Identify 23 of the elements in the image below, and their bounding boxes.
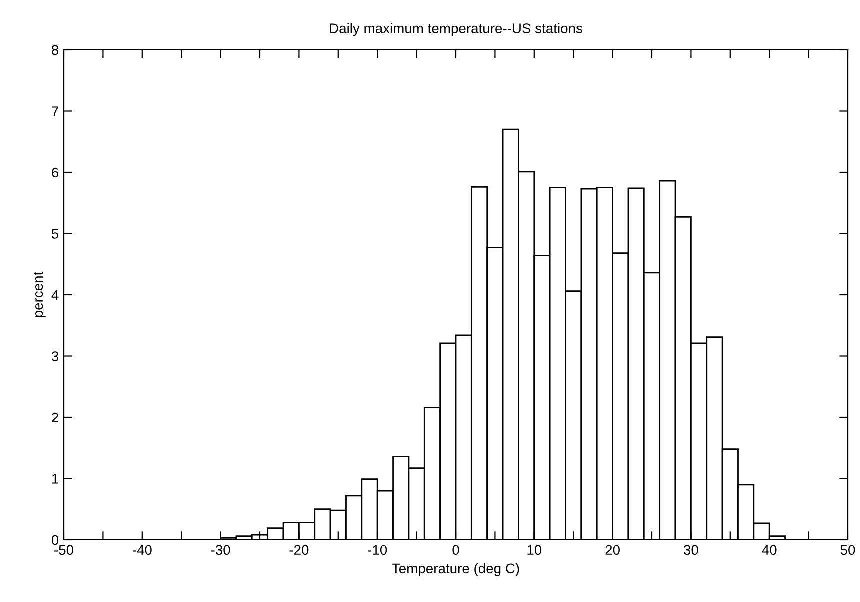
y-tick-label: 0 (52, 535, 59, 546)
x-tick-label: 30 (684, 545, 698, 556)
y-tick-label: 1 (52, 474, 58, 484)
y-tick-label: 6 (52, 168, 59, 178)
x-tick-label: -20 (290, 545, 309, 556)
x-tick-label: -40 (132, 545, 152, 556)
x-tick-label: 20 (606, 545, 620, 556)
chart-title: Daily maximum temperature--US stations (330, 23, 582, 36)
y-tick-label: 5 (52, 229, 59, 239)
x-tick-label: 40 (762, 545, 777, 556)
x-tick-label: -10 (368, 545, 388, 556)
y-tick-label: 3 (52, 352, 59, 362)
y-tick-label: 7 (52, 106, 58, 116)
y-tick-label: 2 (52, 412, 58, 423)
x-tick-label: -50 (54, 545, 74, 556)
y-tick-label: 8 (52, 45, 59, 56)
y-tick-label: 4 (52, 290, 59, 300)
x-tick-label: 10 (528, 545, 542, 556)
y-axis-title: percent (34, 272, 46, 318)
x-tick-label: 50 (840, 545, 856, 556)
x-tick-label: -30 (211, 545, 230, 556)
x-axis-title: Temperature (deg C) (392, 563, 520, 576)
x-tick-label: 0 (452, 545, 460, 556)
